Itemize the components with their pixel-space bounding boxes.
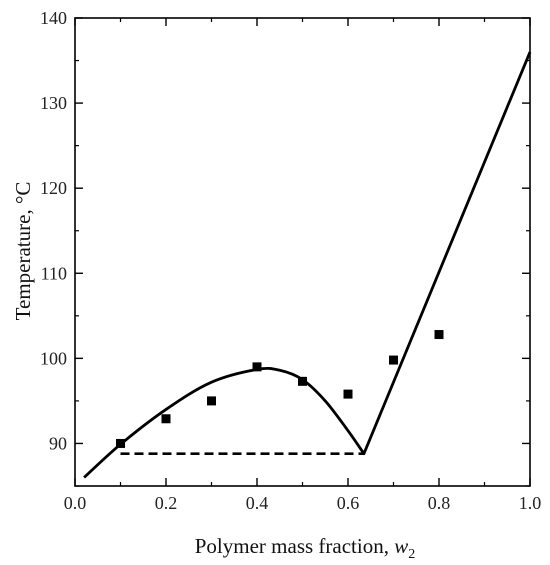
x-axis-title-subscript: 2 [408,547,415,562]
y-tick-label: 140 [40,8,67,28]
x-tick-label: 0.4 [246,493,269,513]
x-tick-label: 0.6 [337,493,360,513]
plot-area [83,51,532,479]
x-tick-label: 0.0 [64,493,87,513]
y-axis-title: Temperature, °C [11,182,35,321]
series-line-solid [83,51,532,479]
x-axis-title: Polymer mass fraction, w2 [195,534,415,562]
axes: 0.0 0.2 0.4 0.6 0.8 1.0 90 100 110 120 130 140 [40,8,541,513]
y-tick-label: 100 [40,348,67,368]
data-point [389,355,398,365]
x-tick-label: 0.8 [428,493,451,513]
y-tick-label: 130 [40,93,67,113]
data-point [252,362,262,372]
plot-frame [74,17,531,487]
y-tick-label: 110 [41,263,67,283]
data-point [207,396,216,406]
y-tick-label: 120 [40,178,67,198]
data-point [434,330,444,340]
x-axis-title-symbol: w [394,534,408,558]
x-axis-title-text: Polymer mass fraction, [195,534,394,558]
data-point [161,414,171,424]
data-point [343,389,353,399]
x-tick-label: 1.0 [519,493,542,513]
data-point [298,376,307,386]
y-tick-label: 90 [49,433,67,453]
x-tick-label: 0.2 [155,493,178,513]
